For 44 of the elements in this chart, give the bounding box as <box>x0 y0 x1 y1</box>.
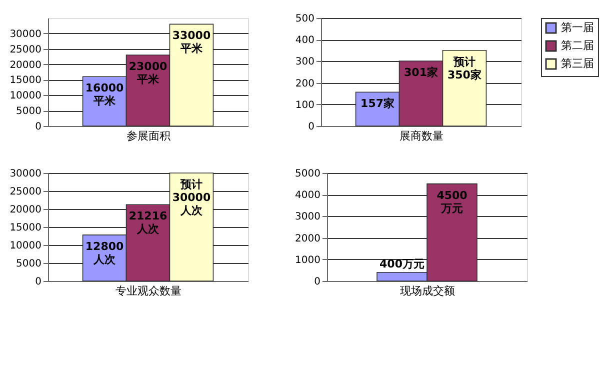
x-axis-title: 参展面积 <box>126 130 170 142</box>
y-tick-label: 200 <box>295 78 314 90</box>
x-axis-title: 专业观众数量 <box>116 284 182 298</box>
data-label: 12800 人次 <box>85 240 124 266</box>
y-tick-label: 3000 <box>295 212 320 223</box>
data-label: 预计 350家 <box>447 55 482 82</box>
data-label: 4500 万元 <box>436 188 468 215</box>
data-label: 23000 平米 <box>128 60 168 86</box>
y-tick-label: 500 <box>295 14 314 24</box>
y-tick-label: 30000 <box>10 28 42 40</box>
y-tick-label: 25000 <box>10 44 42 56</box>
legend-label: 第二届 <box>561 39 594 52</box>
y-tick-label: 20000 <box>10 204 42 216</box>
y-tick-label: 4000 <box>295 190 320 202</box>
y-tick-label: 0 <box>35 122 42 132</box>
data-label: 21216 人次 <box>128 210 168 236</box>
y-tick-label: 15000 <box>10 222 42 234</box>
y-tick-label: 300 <box>295 56 314 68</box>
y-tick-label: 10000 <box>10 90 42 102</box>
legend-label: 第三届 <box>561 57 594 70</box>
y-tick-label: 25000 <box>10 186 42 198</box>
y-tick-label: 0 <box>35 276 42 288</box>
y-tick-label: 1000 <box>295 254 320 266</box>
y-tick-label: 15000 <box>10 75 42 86</box>
y-tick-label: 30000 <box>10 168 42 180</box>
y-tick-label: 0 <box>314 276 320 288</box>
y-tick-label: 2000 <box>295 233 320 244</box>
data-label: 157家 <box>360 97 395 110</box>
legend-label: 第一届 <box>561 21 594 34</box>
y-tick-label: 10000 <box>10 240 42 252</box>
data-label: 301家 <box>404 66 438 79</box>
data-label: 预计 30000 人次 <box>172 178 211 217</box>
y-tick-label: 5000 <box>295 168 320 180</box>
y-tick-label: 0 <box>308 122 314 132</box>
data-label: 16000 平米 <box>85 82 124 108</box>
y-tick-label: 5000 <box>16 106 42 118</box>
x-axis-title: 展商数量 <box>400 130 444 142</box>
y-tick-label: 400 <box>295 35 314 46</box>
y-tick-label: 100 <box>295 100 314 111</box>
data-label: 33000 平米 <box>172 29 211 56</box>
x-axis-title: 现场成交额 <box>400 284 455 298</box>
y-tick-label: 20000 <box>10 60 42 71</box>
y-tick-label: 5000 <box>16 258 42 270</box>
data-label: 400万元 <box>380 257 424 270</box>
